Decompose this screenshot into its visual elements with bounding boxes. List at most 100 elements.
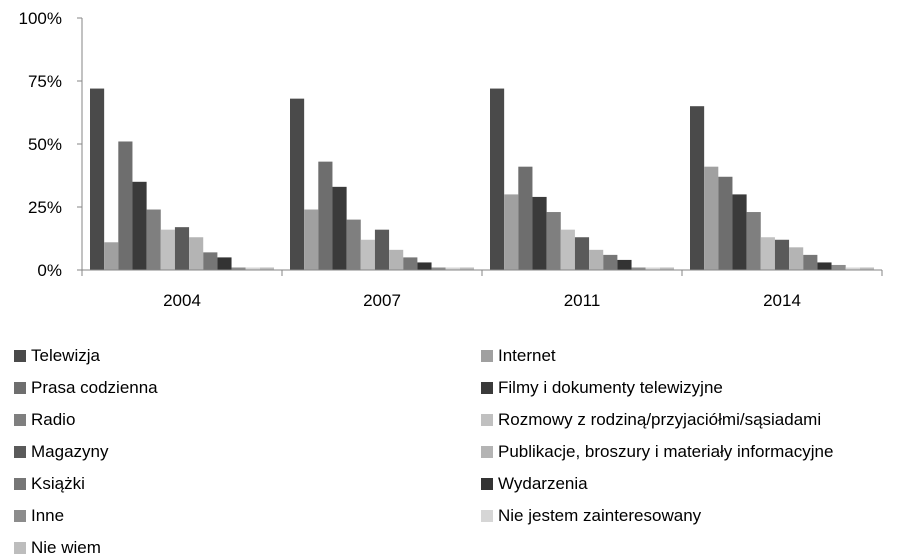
bar <box>546 212 561 270</box>
bars <box>90 88 874 270</box>
bar <box>118 141 133 270</box>
bar <box>617 259 632 270</box>
bar <box>718 176 733 270</box>
bar <box>704 166 719 270</box>
legend-item: Inne <box>14 506 64 526</box>
legend-swatch <box>14 414 26 426</box>
bar <box>732 194 747 270</box>
legend-swatch <box>14 478 26 490</box>
legend-swatch <box>481 382 493 394</box>
bar <box>132 181 147 270</box>
axes <box>81 18 882 271</box>
bar <box>231 267 246 270</box>
bar <box>690 106 705 270</box>
bar <box>174 227 190 270</box>
legend-item: Publikacje, broszury i materiały informa… <box>481 442 833 462</box>
bar <box>217 257 232 270</box>
bar <box>160 229 175 270</box>
x-tick-label: 2004 <box>163 291 201 310</box>
legend-item: Prasa codzienna <box>14 378 158 398</box>
bar <box>831 264 846 270</box>
legend-label: Prasa codzienna <box>31 378 158 397</box>
legend-label: Filmy i dokumenty telewizyjne <box>498 378 723 397</box>
bar <box>290 98 305 270</box>
legend-swatch <box>14 542 26 554</box>
bar <box>789 247 804 270</box>
legend-item: Nie wiem <box>14 538 101 558</box>
y-tick-label: 75% <box>28 72 62 91</box>
legend-label: Radio <box>31 410 76 429</box>
legend-swatch <box>481 446 493 458</box>
bar <box>403 257 418 270</box>
bar <box>659 267 674 270</box>
bar <box>490 88 505 270</box>
legend-item: Filmy i dokumenty telewizyjne <box>481 378 723 398</box>
x-tick-label: 2014 <box>763 291 801 310</box>
legend-item: Rozmowy z rodziną/przyjaciółmi/sąsiadami <box>481 410 821 430</box>
legend-item: Wydarzenia <box>481 474 588 494</box>
bar <box>417 262 432 270</box>
bar <box>146 209 161 270</box>
legend-swatch <box>14 510 26 522</box>
bar <box>90 88 105 270</box>
bar <box>389 249 404 270</box>
x-tick-label: 2007 <box>363 291 401 310</box>
bar <box>504 194 519 270</box>
bar <box>859 267 874 270</box>
bar <box>360 239 375 270</box>
bar <box>259 267 274 270</box>
bar <box>245 267 260 270</box>
legend-item: Internet <box>481 346 556 366</box>
bar <box>203 252 218 270</box>
legend-item: Telewizja <box>14 346 100 366</box>
legend-item: Nie jestem zainteresowany <box>481 506 701 526</box>
y-tick-label: 25% <box>28 198 62 217</box>
bar <box>318 161 333 270</box>
bar <box>431 267 446 270</box>
legend-label: Magazyny <box>31 442 109 461</box>
legend-label: Telewizja <box>31 346 100 365</box>
legend-label: Wydarzenia <box>498 474 588 493</box>
y-tick-label: 0% <box>37 261 62 280</box>
bar <box>445 267 460 270</box>
legend-label: Rozmowy z rodziną/przyjaciółmi/sąsiadami <box>498 410 822 429</box>
y-tick-label: 100% <box>19 9 62 28</box>
legend-swatch <box>481 414 493 426</box>
legend-label: Książki <box>31 474 85 493</box>
bar <box>631 267 646 270</box>
bar <box>459 267 474 270</box>
bar <box>817 262 832 270</box>
bar <box>104 242 119 270</box>
legend-swatch <box>14 382 26 394</box>
bar <box>518 166 533 270</box>
y-tick-label: 50% <box>28 135 62 154</box>
bar <box>774 239 790 270</box>
bar <box>560 229 575 270</box>
bar-chart: 0% 25% 50% 75% 100% 2004 2007 2011 2014 <box>19 9 883 310</box>
legend-label: Inne <box>31 506 65 525</box>
legend-swatch <box>14 446 26 458</box>
bar <box>760 237 775 270</box>
legend-item: Książki <box>14 474 85 494</box>
bar <box>574 237 590 270</box>
bar <box>189 237 204 270</box>
legend-swatch <box>481 478 493 490</box>
legend-label: Internet <box>498 346 556 365</box>
x-tick-label: 2011 <box>564 291 601 310</box>
bar <box>532 196 547 270</box>
y-axis-ticks: 0% 25% 50% 75% 100% <box>19 9 82 280</box>
bar <box>746 212 761 270</box>
legend-label: Nie jestem zainteresowany <box>498 506 702 525</box>
bar <box>845 267 860 270</box>
bar <box>304 209 319 270</box>
legend-swatch <box>481 510 493 522</box>
bar <box>803 254 818 270</box>
legend-label: Publikacje, broszury i materiały informa… <box>498 442 834 461</box>
legend-label: Nie wiem <box>31 538 101 557</box>
legend-item: Magazyny <box>14 442 108 462</box>
bar <box>589 249 604 270</box>
bar <box>603 254 618 270</box>
x-axis-ticks: 2004 2007 2011 2014 <box>81 270 883 310</box>
bar <box>645 267 660 270</box>
bar <box>346 219 361 270</box>
